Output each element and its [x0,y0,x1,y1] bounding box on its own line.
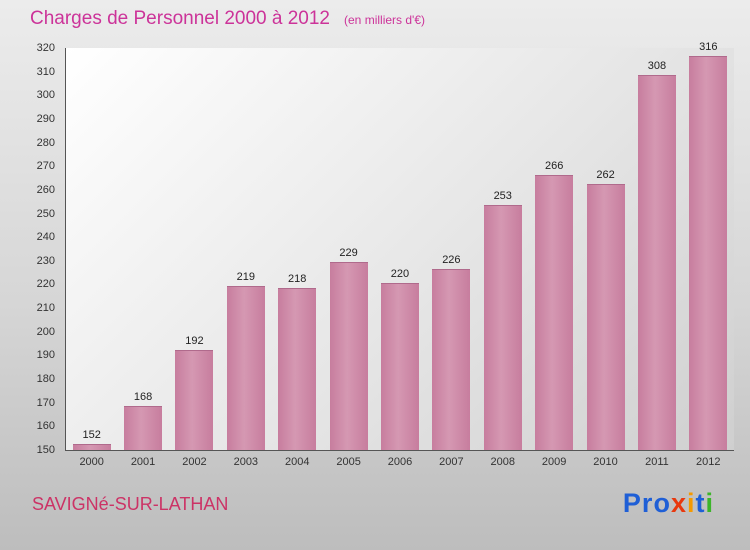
y-tick-label: 290 [36,112,55,125]
logo-letter: r [641,488,654,518]
y-tick-label: 230 [36,254,55,267]
y-tick-label: 160 [36,420,55,433]
y-tick-label: 280 [36,136,55,149]
bar-value-label: 316 [699,41,718,53]
bar-2005 [329,262,368,450]
x-tick-label: 2001 [130,456,156,468]
bar-2012 [689,56,728,450]
y-tick-label: 200 [36,325,55,338]
y-tick-label: 150 [36,444,55,456]
chart-title: Charges de Personnel 2000 à 2012 [30,8,331,29]
logo-letter: i [686,488,696,518]
y-tick-label: 260 [36,183,55,196]
bar-value-label: 218 [288,273,307,285]
x-tick-label: 2005 [336,456,361,468]
x-tick-label: 2007 [439,456,464,468]
x-tick-label: 2008 [490,456,515,468]
plot-area: 152 2000 168 2001 192 2002 219 2003 218 2004 229 20… [65,41,734,468]
bar-value-label: 262 [596,169,615,181]
y-tick-label: 210 [36,302,55,315]
x-tick-label: 2009 [541,456,567,468]
location-label: SAVIGNé-SUR-LATHAN [32,494,229,514]
bar-2006 [380,283,419,450]
x-tick-label: 2010 [593,456,618,468]
bar-value-label: 220 [390,268,410,280]
bar-2009 [535,175,574,450]
bar-2010 [586,184,625,450]
x-tick-label: 2006 [387,456,413,468]
y-tick-label: 220 [36,278,55,291]
y-tick-label: 300 [36,89,55,102]
bar-value-label: 266 [544,160,564,172]
logo-letter: P [622,488,642,518]
bar-2002 [175,350,214,450]
x-tick-label: 2000 [79,456,104,468]
bar-2004 [278,288,317,450]
bar-2007 [432,269,471,450]
bar-value-label: 168 [133,391,153,403]
logo-letter: x [670,488,687,518]
bar-value-label: 219 [236,271,255,283]
y-tick-label: 170 [36,396,55,409]
y-tick-label: 240 [36,231,55,244]
y-tick-label: 320 [36,42,55,54]
x-tick-label: 2012 [696,456,721,468]
x-tick-label: 2002 [182,456,207,468]
bar-2011 [637,75,676,450]
chart-header: Charges de Personnel 2000 à 2012 (en mil… [30,8,425,30]
bar-2001 [124,406,163,450]
bar-value-label: 308 [647,60,667,72]
logo-letter: i [705,488,714,518]
y-tick-label: 250 [36,207,55,220]
y-tick-label: 190 [36,349,55,362]
bar-2008 [483,205,522,450]
bar-value-label: 152 [82,429,101,441]
proxiti-logo: Proxiti [623,488,714,519]
chart-subtitle: (en milliers d'€) [344,13,425,27]
bar-value-label: 253 [493,190,512,202]
y-tick-label: 180 [36,373,55,386]
y-tick-label: 310 [36,65,55,78]
bar-2003 [226,286,265,450]
logo-letter: o [653,488,671,518]
x-tick-label: 2011 [645,456,669,468]
logo-letter: t [695,488,706,518]
bar-2000 [72,444,111,450]
y-axis: 150 160 170 180 190 200 210 220 230 240 250 260 270 2… [15,42,59,456]
x-tick-label: 2003 [233,456,259,468]
bar-value-label: 192 [185,335,204,347]
y-tick-label: 270 [36,160,55,173]
bar-value-label: 226 [442,254,461,266]
bar-value-label: 229 [339,247,358,259]
x-tick-label: 2004 [284,456,310,468]
